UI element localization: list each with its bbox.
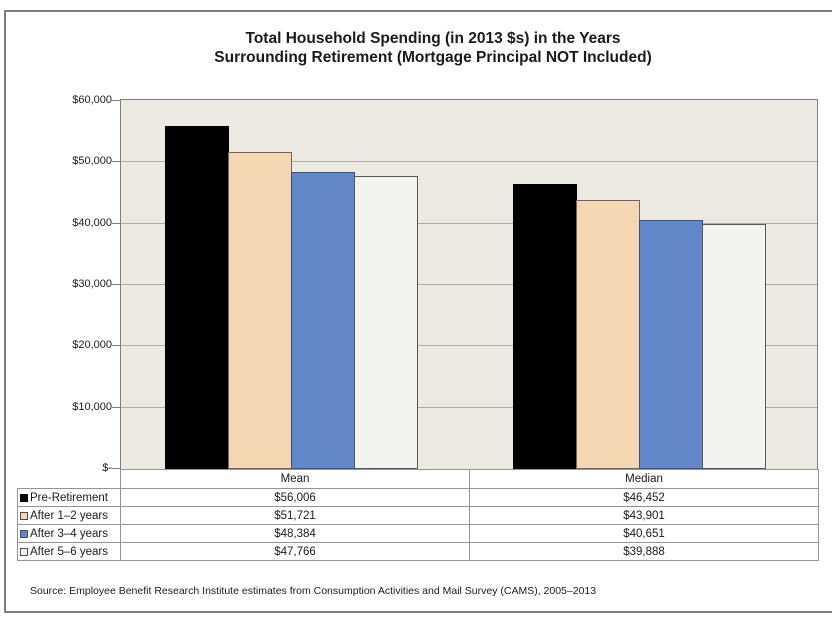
legend-cell: Pre-Retirement	[17, 488, 121, 507]
column-header-median: Median	[469, 469, 819, 489]
y-axis-label: $-	[102, 462, 112, 474]
y-axis-tick	[112, 222, 120, 224]
value-cell-median: $46,452	[469, 488, 819, 507]
bar	[228, 151, 292, 469]
table-row-after-1-2-years: After 1–2 years $51,721 $43,901	[17, 506, 819, 525]
legend-swatch	[20, 547, 28, 556]
y-axis-tick	[112, 284, 120, 285]
source-note: Source: Employee Benefit Research Instit…	[30, 585, 597, 597]
bar	[576, 199, 640, 469]
bar-group-mean	[165, 101, 418, 469]
table-row-after-3-4-years: After 3–4 years $48,384 $40,651	[17, 524, 819, 543]
series-name: After 5–6 years	[30, 545, 108, 558]
bar	[639, 219, 703, 469]
series-name: After 1–2 years	[30, 509, 108, 522]
chart-title-line1: Total Household Spending (in 2013 $s) in…	[245, 30, 621, 47]
y-axis-label: $50,000	[72, 155, 112, 168]
y-axis-tick	[112, 406, 120, 408]
table-corner-cell	[18, 470, 121, 489]
bar	[354, 176, 418, 469]
y-axis-tick	[112, 161, 120, 163]
value-cell-mean: $56,006	[120, 488, 470, 507]
series-name: After 3–4 years	[30, 527, 108, 540]
y-axis-tick	[112, 345, 120, 347]
bar-group-median	[513, 101, 766, 469]
legend-cell: After 1–2 years	[17, 506, 121, 525]
bar	[513, 184, 577, 469]
series-name: Pre-Retirement	[30, 491, 108, 504]
bar	[702, 224, 766, 469]
legend-swatch	[20, 511, 28, 520]
legend-swatch	[20, 529, 28, 538]
legend-cell: After 3–4 years	[17, 524, 121, 543]
y-axis-label: $20,000	[72, 339, 112, 352]
value-cell-mean: $48,384	[120, 524, 470, 543]
y-axis-tick	[112, 100, 120, 101]
table-row-pre-retirement: Pre-Retirement $56,006 $46,452	[17, 488, 819, 507]
chart-title: Total Household Spending (in 2013 $s) in…	[34, 29, 832, 67]
value-cell-mean: $51,721	[120, 506, 470, 525]
y-axis-label: $40,000	[72, 216, 112, 229]
y-axis-tick	[112, 468, 120, 469]
bar	[291, 172, 355, 469]
y-axis-label: $60,000	[72, 94, 112, 106]
data-table: Mean Median Pre-Retirement $56,006 $46,4…	[17, 469, 819, 561]
plot-canvas	[120, 99, 818, 470]
table-header-row: Mean Median	[18, 469, 819, 489]
y-axis-label: $30,000	[72, 278, 112, 290]
value-cell-median: $40,651	[469, 524, 819, 543]
gridline	[121, 284, 817, 285]
gridline	[121, 222, 817, 224]
y-axis-label: $10,000	[72, 400, 112, 413]
gridline	[121, 161, 817, 163]
table-row-after-5-6-years: After 5–6 years $47,766 $39,888	[17, 542, 819, 561]
gridline	[121, 345, 817, 347]
gridline	[121, 406, 817, 408]
legend-cell: After 5–6 years	[17, 542, 121, 561]
value-cell-median: $43,901	[469, 506, 819, 525]
value-cell-mean: $47,766	[120, 542, 470, 561]
column-header-mean: Mean	[120, 469, 470, 489]
chart-title-line2: Surrounding Retirement (Mortgage Princip…	[214, 49, 652, 66]
legend-swatch	[20, 493, 28, 502]
value-cell-median: $39,888	[469, 542, 819, 561]
bar	[165, 125, 229, 469]
